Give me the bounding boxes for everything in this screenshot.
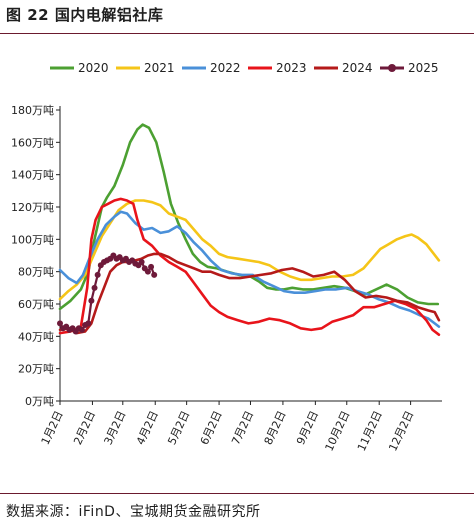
source-note: 数据来源：iFinD、宝城期货金融研究所 [6,504,261,520]
y-tick-label: 80万吨 [18,266,54,279]
legend-label-2022: 2022 [210,61,241,75]
legend-label-2021: 2021 [144,61,175,75]
series-point-2025 [91,284,98,291]
y-tick-label: 40万吨 [18,330,54,343]
legend-label-2020: 2020 [78,61,109,75]
series-point-2025 [88,297,95,304]
x-tick-label: 4月2日 [134,409,161,447]
series-point-2025 [151,271,158,278]
y-tick-label: 100万吨 [11,233,54,246]
legend-marker-2025 [388,64,396,72]
x-tick-label: 3月2日 [102,409,129,447]
source-divider [0,493,474,494]
x-tick-label: 5月2日 [165,409,192,447]
x-tick-label: 7月2日 [229,409,256,447]
x-axis: 1月2日 2月2日 3月2日 4月2日 5月2日 6月2日 7月2日 8月2日 9月2日 10月2… [39,400,442,453]
y-tick-label: 0万吨 [25,395,54,408]
x-tick-label: 10月2日 [323,409,353,453]
y-tick-label: 180万吨 [11,104,54,117]
x-tick-label: 1月2日 [39,409,66,447]
line-chart: 2020 2021 2022 2023 2024 2025 0万吨 20万吨 40万吨 60万吨… [11,61,442,453]
legend-label-2025: 2025 [408,61,439,75]
x-tick-label: 6月2日 [198,409,225,447]
legend-label-2024: 2024 [342,61,373,75]
y-tick-label: 160万吨 [11,136,54,149]
figure-title: 图 22 国内电解铝社库 [6,6,164,24]
series-line-2020 [58,123,440,311]
series-line-2022 [58,210,441,328]
series-line-2021 [58,199,441,301]
legend-label-2023: 2023 [276,61,307,75]
y-tick-label: 60万吨 [18,298,54,311]
y-axis: 0万吨 20万吨 40万吨 60万吨 80万吨 100万吨 120万吨 140万吨 160万吨 1… [11,104,61,408]
series-point-2025 [57,320,63,327]
chart-legend: 2020 2021 2022 2023 2024 2025 [50,61,439,75]
title-divider [0,33,474,34]
y-tick-label: 140万吨 [11,169,54,182]
y-tick-label: 120万吨 [11,201,54,214]
series-point-2025 [138,258,145,265]
x-tick-label: 2月2日 [71,409,98,447]
x-tick-label: 9月2日 [294,409,321,447]
series-line-2023 [58,197,441,337]
x-tick-label: 11月2日 [355,409,385,453]
plot-area [57,123,441,337]
x-tick-label: 8月2日 [262,409,289,447]
series-point-2025 [85,320,92,327]
y-tick-label: 20万吨 [18,363,54,376]
series-point-2025 [78,326,85,333]
series-line-2024 [58,252,441,335]
x-tick-label: 12月2日 [386,409,416,453]
series-point-2025 [144,268,151,275]
series-point-2025 [94,271,101,278]
series-point-2025 [148,263,155,270]
